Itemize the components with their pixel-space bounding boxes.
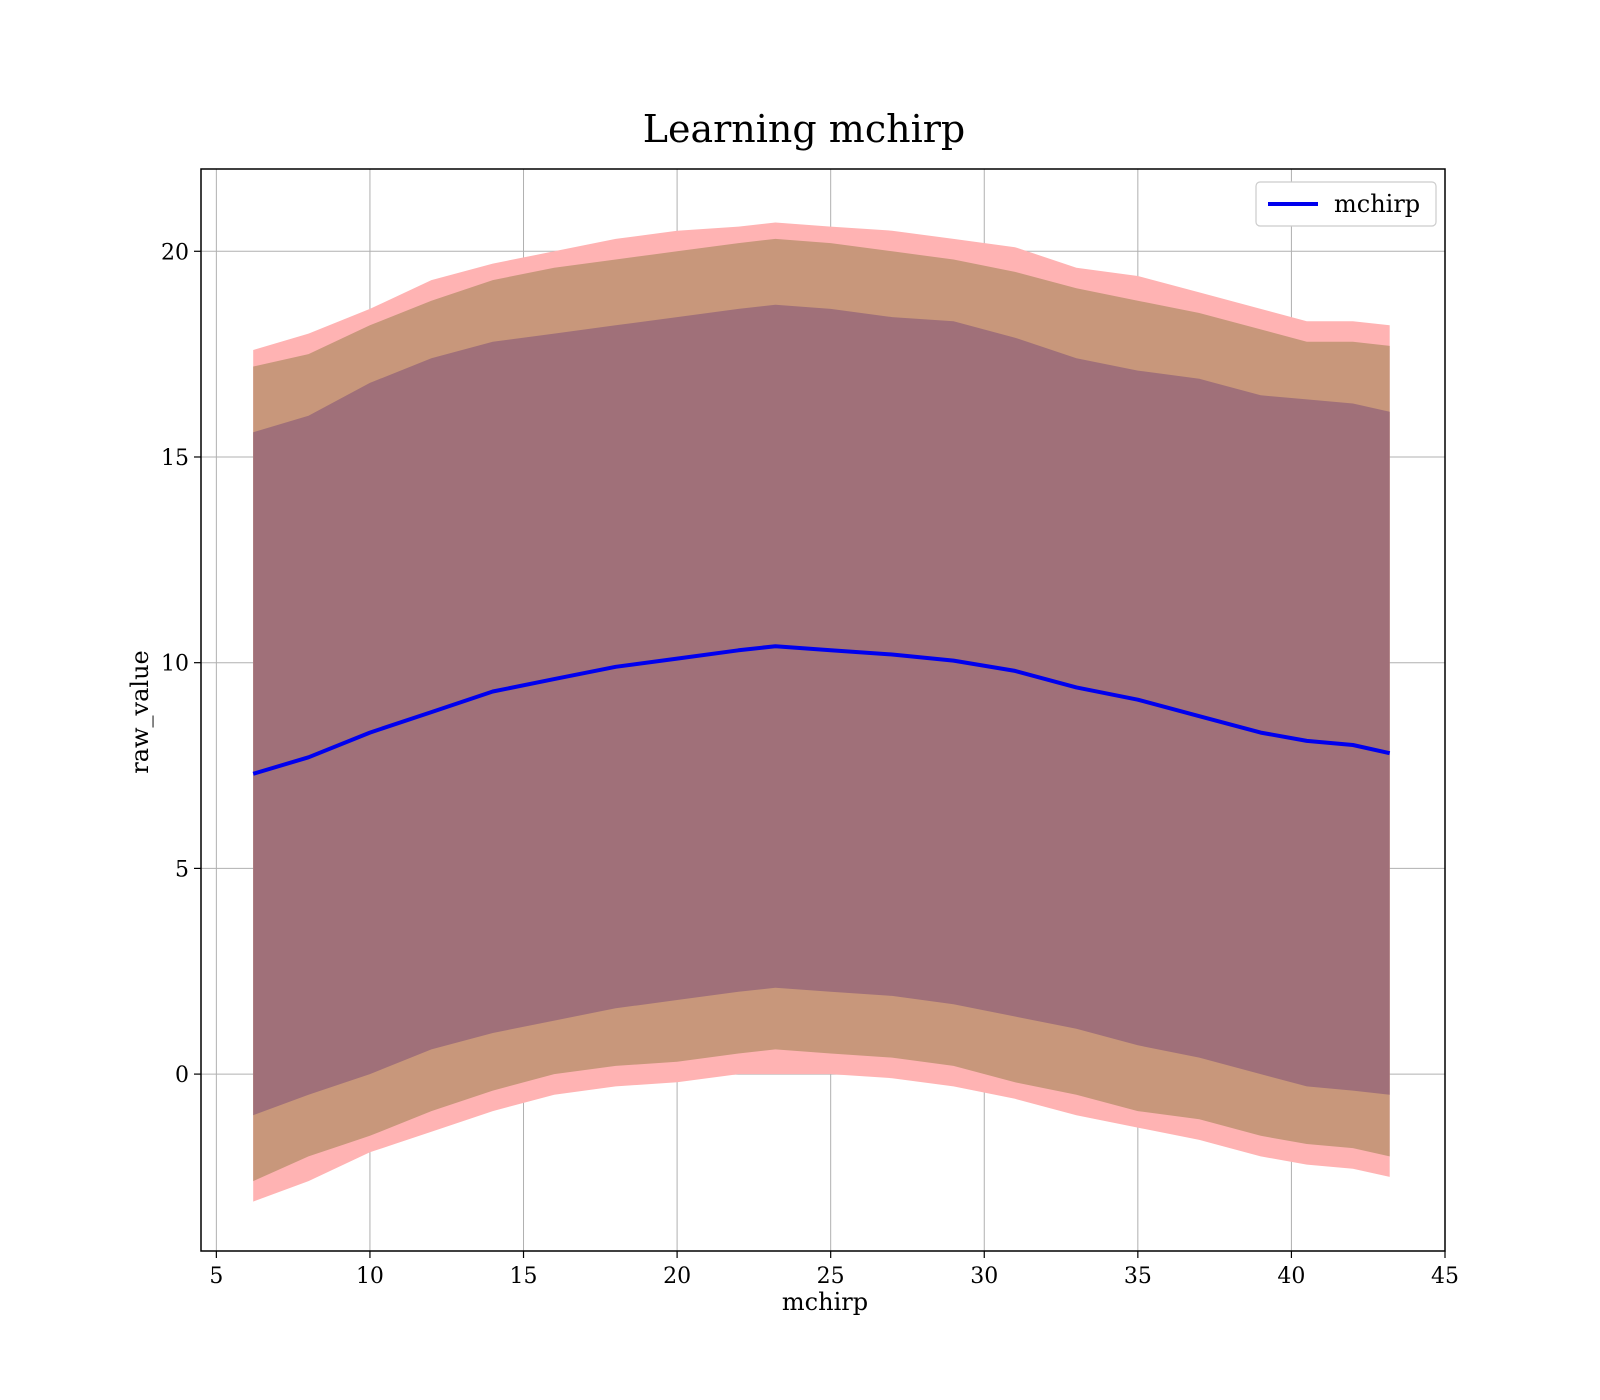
y-tick-label: 0: [175, 1063, 189, 1088]
series-lines: [252, 644, 1391, 776]
x-tick-label: 15: [510, 1264, 538, 1289]
chart-title: Learning mchirp: [643, 107, 965, 151]
y-tick-label: 20: [161, 240, 189, 265]
x-tick-label: 10: [356, 1264, 384, 1289]
x-tick-label: 30: [970, 1264, 998, 1289]
plot-frame: [200, 168, 1446, 1252]
y-axis-label: raw_value: [126, 650, 154, 774]
x-tick-label: 35: [1124, 1264, 1152, 1289]
x-tick-label: 25: [817, 1264, 845, 1289]
y-tick-label: 10: [161, 652, 189, 677]
band-inner: [253, 304, 1390, 1116]
x-tick-label: 20: [663, 1264, 691, 1289]
y-axis-ticks: 0 5 10 15 20: [161, 240, 201, 1088]
series-line-mchirp: [252, 644, 1391, 776]
x-axis-ticks: 5 10 15 20 25 30 35 40 45: [209, 1251, 1459, 1289]
confidence-bands: [253, 222, 1390, 1202]
x-tick-label: 40: [1277, 1264, 1305, 1289]
legend-box: [1255, 181, 1437, 227]
y-tick-label: 15: [161, 446, 189, 471]
x-tick-label: 5: [209, 1264, 223, 1289]
legend: mchirp: [1255, 181, 1437, 227]
legend-label-mchirp: mchirp: [1334, 190, 1420, 218]
y-tick-label: 5: [175, 857, 189, 882]
x-axis-label: mchirp: [782, 1288, 868, 1316]
x-tick-label: 45: [1431, 1264, 1459, 1289]
